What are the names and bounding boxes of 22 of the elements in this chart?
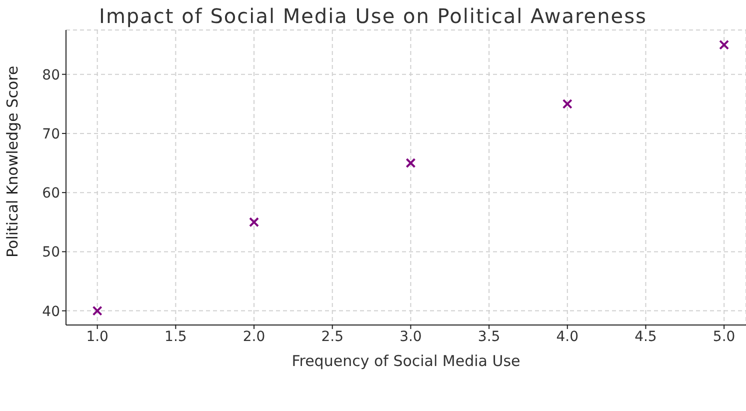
x-tick-label: 1.5 — [164, 328, 187, 345]
y-tick-label: 50 — [42, 244, 60, 261]
x-tick-label: 2.5 — [321, 328, 344, 345]
x-tick-label: 4.5 — [634, 328, 657, 345]
y-tick-label: 70 — [42, 126, 60, 142]
x-axis-title: Frequency of Social Media Use — [292, 352, 520, 370]
point — [92, 306, 102, 316]
y-tick-label: 40 — [42, 304, 60, 320]
x-tick-label: 3.5 — [478, 328, 500, 345]
y-axis-title: Political Knowledge Score — [3, 66, 22, 258]
x-tick-label: 3.0 — [400, 328, 422, 345]
y-tick-label: 80 — [42, 67, 60, 84]
x-tick-label: 4.0 — [556, 328, 579, 345]
x-tick-label: 1.0 — [86, 328, 108, 345]
y-tick-label: 60 — [42, 186, 60, 202]
chart-title: Impact of Social Media Use on Political Awareness — [98, 4, 648, 28]
x-tick-label: 5.0 — [712, 328, 736, 345]
point — [406, 158, 416, 168]
point — [562, 98, 572, 109]
point — [719, 40, 730, 50]
x-tick-label: 2.0 — [242, 328, 266, 345]
point — [249, 217, 260, 228]
